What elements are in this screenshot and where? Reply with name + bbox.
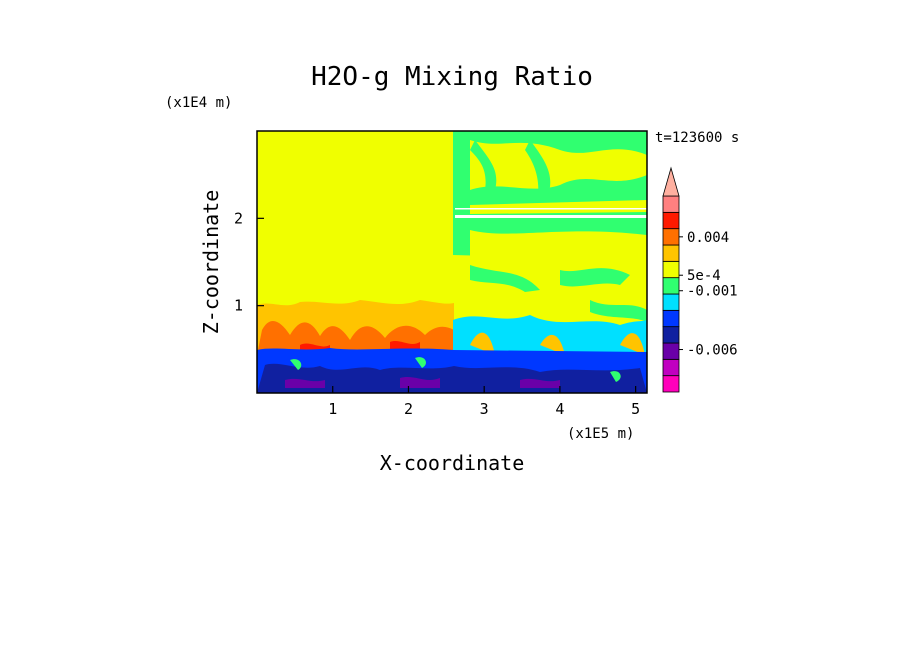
x-tick-label: 2 — [404, 400, 413, 418]
colorbar-swatch — [662, 228, 680, 246]
x-ticks: 1 2 3 4 5 — [328, 386, 640, 418]
colorbar-swatch — [662, 244, 680, 262]
y-unit-label: (x1E4 m) — [165, 95, 232, 111]
colorbar-label: 5e-4 — [687, 268, 721, 284]
colorbar-swatch — [662, 277, 680, 295]
plot-frame — [256, 130, 648, 394]
field-right-yellow-bands — [453, 140, 647, 330]
colorbar-swatch — [662, 358, 680, 377]
contour-field — [257, 131, 647, 393]
field-bottom-purple — [285, 377, 560, 388]
colorbar-swatch — [662, 309, 680, 328]
colorbar-swatch — [662, 326, 680, 344]
colorbar-swatch — [662, 195, 680, 213]
colorbar-swatch — [662, 293, 680, 311]
y-tick-label: 1 — [234, 297, 243, 315]
chart-title: H2O-g Mixing Ratio — [311, 62, 593, 92]
field-upper-left — [257, 131, 454, 311]
x-tick-label: 3 — [480, 400, 489, 418]
time-label: t=123600 s — [655, 130, 739, 146]
colorbar-extend-arrow — [662, 166, 680, 197]
y-ticks: 12 — [234, 209, 264, 315]
field-right-white-line — [455, 215, 647, 218]
field-right-orange-plumes — [470, 332, 645, 355]
colorbar-swatch — [662, 342, 680, 360]
colorbar: 0.004 5e-4-0.001 -0.006 — [662, 166, 738, 393]
colorbar-label: -0.001 — [687, 284, 738, 300]
x-tick-label: 1 — [328, 400, 337, 418]
y-axis-label: Z-coordinate — [199, 190, 223, 335]
x-axis-label: X-coordinate — [380, 451, 525, 475]
y-tick-label: 2 — [234, 209, 243, 227]
colorbar-swatch — [662, 211, 680, 230]
field-right-white-line-2 — [455, 208, 647, 210]
x-tick-label: 4 — [555, 400, 564, 418]
colorbar-swatch — [662, 260, 680, 279]
colorbar-swatch — [662, 375, 680, 393]
field-right-green-streaks — [470, 140, 647, 322]
x-unit-label: (x1E5 m) — [567, 426, 634, 442]
colorbar-label: -0.006 — [687, 343, 738, 359]
x-tick-label: 5 — [631, 400, 640, 418]
colorbar-label: 0.004 — [687, 230, 729, 246]
